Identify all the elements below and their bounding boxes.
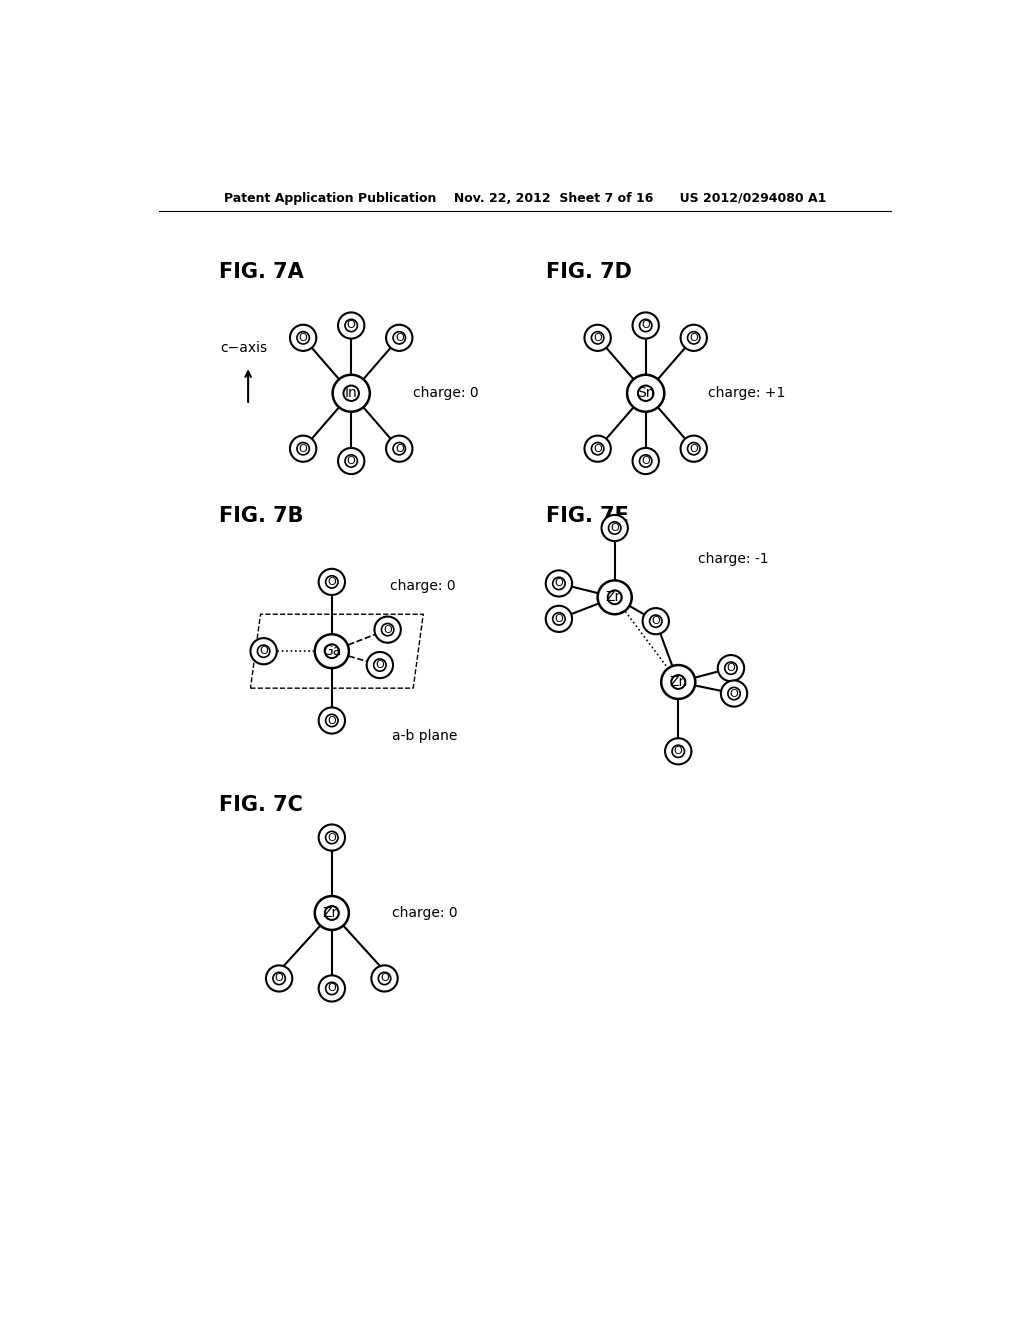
Circle shape — [318, 825, 345, 850]
Text: O: O — [674, 746, 683, 756]
Text: O: O — [689, 444, 698, 454]
Circle shape — [546, 606, 572, 632]
Circle shape — [681, 436, 707, 462]
Circle shape — [585, 436, 611, 462]
Text: O: O — [299, 444, 307, 454]
Text: a-b plane: a-b plane — [392, 729, 458, 743]
Circle shape — [665, 738, 691, 764]
Text: O: O — [395, 444, 403, 454]
Text: O: O — [383, 624, 392, 635]
Text: FIG. 7B: FIG. 7B — [219, 507, 304, 527]
Text: O: O — [555, 578, 563, 589]
Circle shape — [633, 313, 658, 339]
Text: Ga: Ga — [323, 644, 342, 659]
Circle shape — [318, 975, 345, 1002]
Text: Zn: Zn — [605, 590, 624, 605]
Text: FIG. 7E: FIG. 7E — [547, 507, 630, 527]
Circle shape — [643, 609, 669, 635]
Text: c−axis: c−axis — [221, 341, 268, 355]
Circle shape — [290, 325, 316, 351]
Text: charge: +1: charge: +1 — [708, 387, 785, 400]
Circle shape — [318, 708, 345, 734]
Circle shape — [375, 616, 400, 643]
Text: Zn: Zn — [323, 906, 341, 920]
Text: O: O — [593, 333, 602, 343]
Circle shape — [367, 652, 393, 678]
Text: O: O — [641, 455, 650, 466]
Text: O: O — [328, 577, 336, 587]
Circle shape — [372, 965, 397, 991]
Text: O: O — [347, 321, 355, 330]
Circle shape — [681, 325, 707, 351]
Text: FIG. 7D: FIG. 7D — [547, 263, 633, 282]
Circle shape — [386, 436, 413, 462]
Circle shape — [585, 325, 611, 351]
Text: charge: 0: charge: 0 — [414, 387, 479, 400]
Text: charge: 0: charge: 0 — [390, 578, 456, 593]
Text: O: O — [328, 833, 336, 842]
Circle shape — [601, 515, 628, 541]
Text: O: O — [299, 333, 307, 343]
Circle shape — [318, 569, 345, 595]
Text: O: O — [610, 523, 620, 533]
Text: O: O — [259, 647, 268, 656]
Circle shape — [386, 325, 413, 351]
Circle shape — [598, 581, 632, 614]
Circle shape — [251, 638, 276, 664]
Circle shape — [633, 447, 658, 474]
Text: O: O — [641, 321, 650, 330]
Text: O: O — [376, 660, 384, 671]
Text: charge: -1: charge: -1 — [698, 552, 769, 566]
Text: O: O — [593, 444, 602, 454]
Text: Patent Application Publication    Nov. 22, 2012  Sheet 7 of 16      US 2012/0294: Patent Application Publication Nov. 22, … — [223, 191, 826, 205]
Circle shape — [338, 313, 365, 339]
Circle shape — [266, 965, 292, 991]
Text: O: O — [274, 973, 284, 983]
Circle shape — [314, 896, 349, 929]
Text: O: O — [347, 455, 355, 466]
Text: O: O — [651, 616, 660, 626]
Text: charge: 0: charge: 0 — [392, 906, 458, 920]
Text: FIG. 7A: FIG. 7A — [219, 263, 304, 282]
Text: O: O — [328, 983, 336, 994]
Text: O: O — [730, 689, 738, 698]
Circle shape — [338, 447, 365, 474]
Text: O: O — [380, 973, 389, 983]
Circle shape — [290, 436, 316, 462]
Text: O: O — [395, 333, 403, 343]
Text: O: O — [328, 715, 336, 726]
Circle shape — [718, 655, 744, 681]
Circle shape — [333, 375, 370, 412]
Text: O: O — [555, 614, 563, 624]
Circle shape — [314, 635, 349, 668]
Text: Sn: Sn — [637, 387, 654, 400]
Text: O: O — [689, 333, 698, 343]
Text: O: O — [727, 663, 735, 673]
Circle shape — [546, 570, 572, 597]
Text: Zn: Zn — [669, 675, 687, 689]
Circle shape — [627, 375, 665, 412]
Text: In: In — [345, 387, 357, 400]
Circle shape — [721, 681, 748, 706]
Circle shape — [662, 665, 695, 700]
Text: FIG. 7C: FIG. 7C — [219, 795, 303, 816]
